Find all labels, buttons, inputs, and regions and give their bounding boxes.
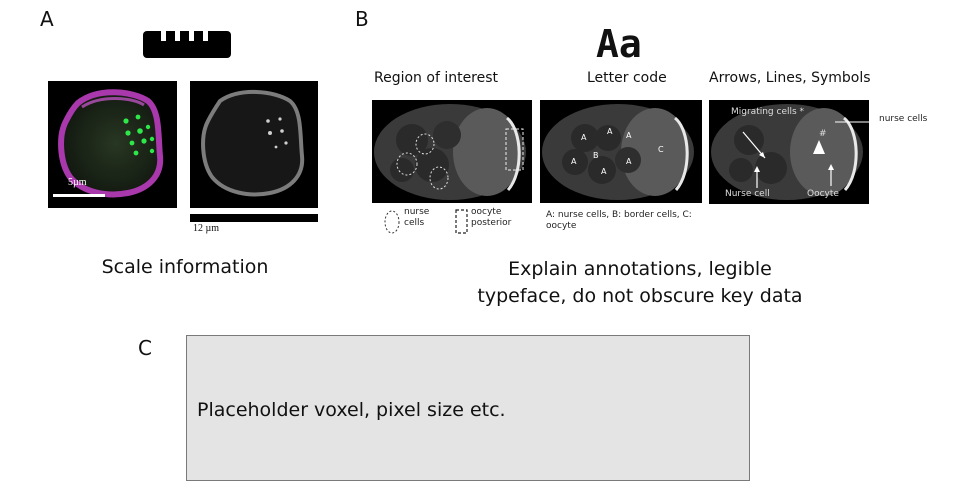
placeholder-text: Placeholder voxel, pixel size etc. — [197, 399, 506, 421]
dotted-oval-legend-icon — [384, 210, 400, 234]
panel-label-b: B — [355, 7, 369, 31]
letter-code-legend: A: nurse cells, B: border cells, C: oocy… — [546, 210, 692, 231]
label-nurse-cell: Nurse cell — [725, 189, 770, 199]
typeface-sample-aa: Aa — [596, 22, 642, 66]
egg-chamber-image-arrows: Migrating cells * # Nurse cell Oocyte — [709, 100, 869, 204]
letter-code-a5: A — [626, 157, 632, 166]
letter-code-c: C — [658, 145, 664, 154]
title-region-of-interest: Region of interest — [374, 70, 499, 86]
title-letter-code: Letter code — [587, 70, 667, 86]
letter-code-a4: A — [571, 157, 577, 166]
egg-chamber-image-roi — [372, 100, 532, 203]
ruler-icon — [143, 30, 231, 58]
caption-scale-information: Scale information — [101, 256, 269, 278]
letter-code-a6: A — [601, 167, 607, 176]
label-hash-symbol: # — [819, 129, 827, 139]
scale-label-12um: 12 µm — [193, 223, 220, 234]
panel-label-c: C — [138, 336, 152, 360]
placeholder-box: Placeholder voxel, pixel size etc. — [186, 335, 750, 481]
label-nurse-cells-outside: nurse cells — [879, 114, 928, 124]
letter-code-a1: A — [581, 133, 587, 142]
panel-label-a: A — [40, 7, 54, 31]
legend-oocyte-posterior: oocyte posterior — [471, 207, 512, 228]
label-migrating-cells: Migrating cells * — [731, 107, 805, 117]
egg-chamber-image-letter-code: A A A A B A A C — [540, 100, 702, 203]
caption-line-1: Explain annotations, legible — [508, 258, 772, 280]
fluorescence-image-color: 5µm — [48, 81, 177, 208]
letter-code-a3: A — [626, 131, 632, 140]
fluorescence-image-gray — [190, 81, 318, 208]
caption-explain-annotations: Explain annotations, legible typeface, d… — [440, 256, 840, 310]
scale-label-5um: 5µm — [68, 177, 87, 188]
scale-bar-12um — [190, 214, 318, 222]
letter-code-a2: A — [607, 127, 613, 136]
dashed-rect-legend-icon — [455, 209, 468, 234]
legend-nurse-cells: nurse cells — [404, 207, 430, 228]
label-oocyte: Oocyte — [807, 189, 839, 199]
letter-code-b: B — [593, 151, 599, 160]
caption-line-2: typeface, do not obscure key data — [477, 285, 803, 307]
title-arrows-lines-symbols: Arrows, Lines, Symbols — [709, 70, 871, 86]
